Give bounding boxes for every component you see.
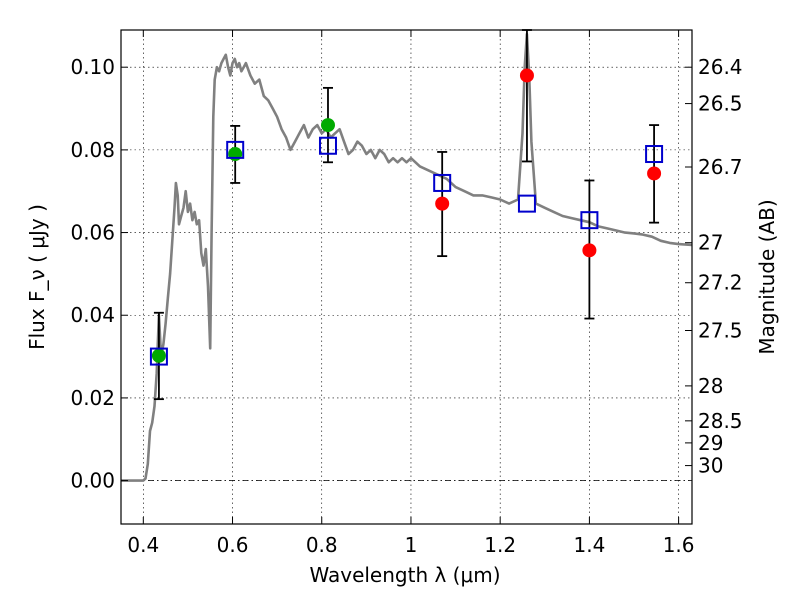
mag-tick-label: 27	[698, 231, 723, 255]
error-bar-layer	[153, 29, 660, 401]
tick-layer: 0.4 0.6 0.8 1 1.2 1.4 1.6 0.00 0.02 0.04 0.06 0.08 0…	[70, 30, 743, 557]
mag-tick-label: 27.2	[698, 271, 743, 295]
model-point	[517, 194, 536, 213]
y-tick-label: 0.04	[70, 303, 115, 327]
y-tick-label: 0.02	[70, 386, 115, 410]
mag-tick-label: 29	[698, 431, 723, 455]
sed-model-line	[121, 32, 693, 482]
y-axis-label-left: Flux F_ν ( μJy )	[25, 204, 49, 350]
y-tick-label: 0.06	[70, 221, 115, 245]
data-point	[320, 118, 335, 133]
x-tick-label: 0.4	[127, 533, 159, 557]
x-axis-label: Wavelength λ (μm)	[309, 563, 500, 587]
marker-layer	[149, 68, 664, 366]
data-point	[519, 68, 534, 83]
mag-tick-label: 26.4	[698, 55, 743, 79]
x-tick-label: 1.6	[663, 533, 695, 557]
model-point	[433, 173, 452, 192]
mag-tick-label: 27.5	[698, 319, 743, 343]
mag-tick-label: 28	[698, 374, 723, 398]
sed-model-layer	[121, 32, 693, 482]
model-point	[149, 347, 168, 366]
x-tick-label: 1	[405, 533, 418, 557]
mag-tick-label: 26.5	[698, 92, 743, 116]
data-point	[435, 196, 450, 211]
mag-tick-label: 30	[698, 454, 723, 478]
x-tick-label: 0.8	[306, 533, 338, 557]
x-tick-label: 1.4	[573, 533, 605, 557]
data-point	[151, 348, 166, 363]
model-point	[580, 211, 599, 230]
model-point	[645, 145, 664, 164]
mag-tick-label: 26.7	[698, 155, 743, 179]
x-tick-label: 0.6	[217, 533, 249, 557]
data-point	[582, 243, 597, 258]
model-point	[226, 140, 245, 159]
y-tick-label: 0.00	[70, 469, 115, 493]
mag-tick-label: 28.5	[698, 409, 743, 433]
y-tick-label: 0.10	[70, 55, 115, 79]
data-point	[647, 166, 662, 181]
y-tick-label: 0.08	[70, 138, 115, 162]
y-axis-label-right: Magnitude (AB)	[755, 199, 779, 354]
model-point	[318, 136, 337, 155]
x-tick-label: 1.2	[484, 533, 516, 557]
plot-frame	[120, 29, 693, 525]
data-point	[228, 147, 243, 162]
